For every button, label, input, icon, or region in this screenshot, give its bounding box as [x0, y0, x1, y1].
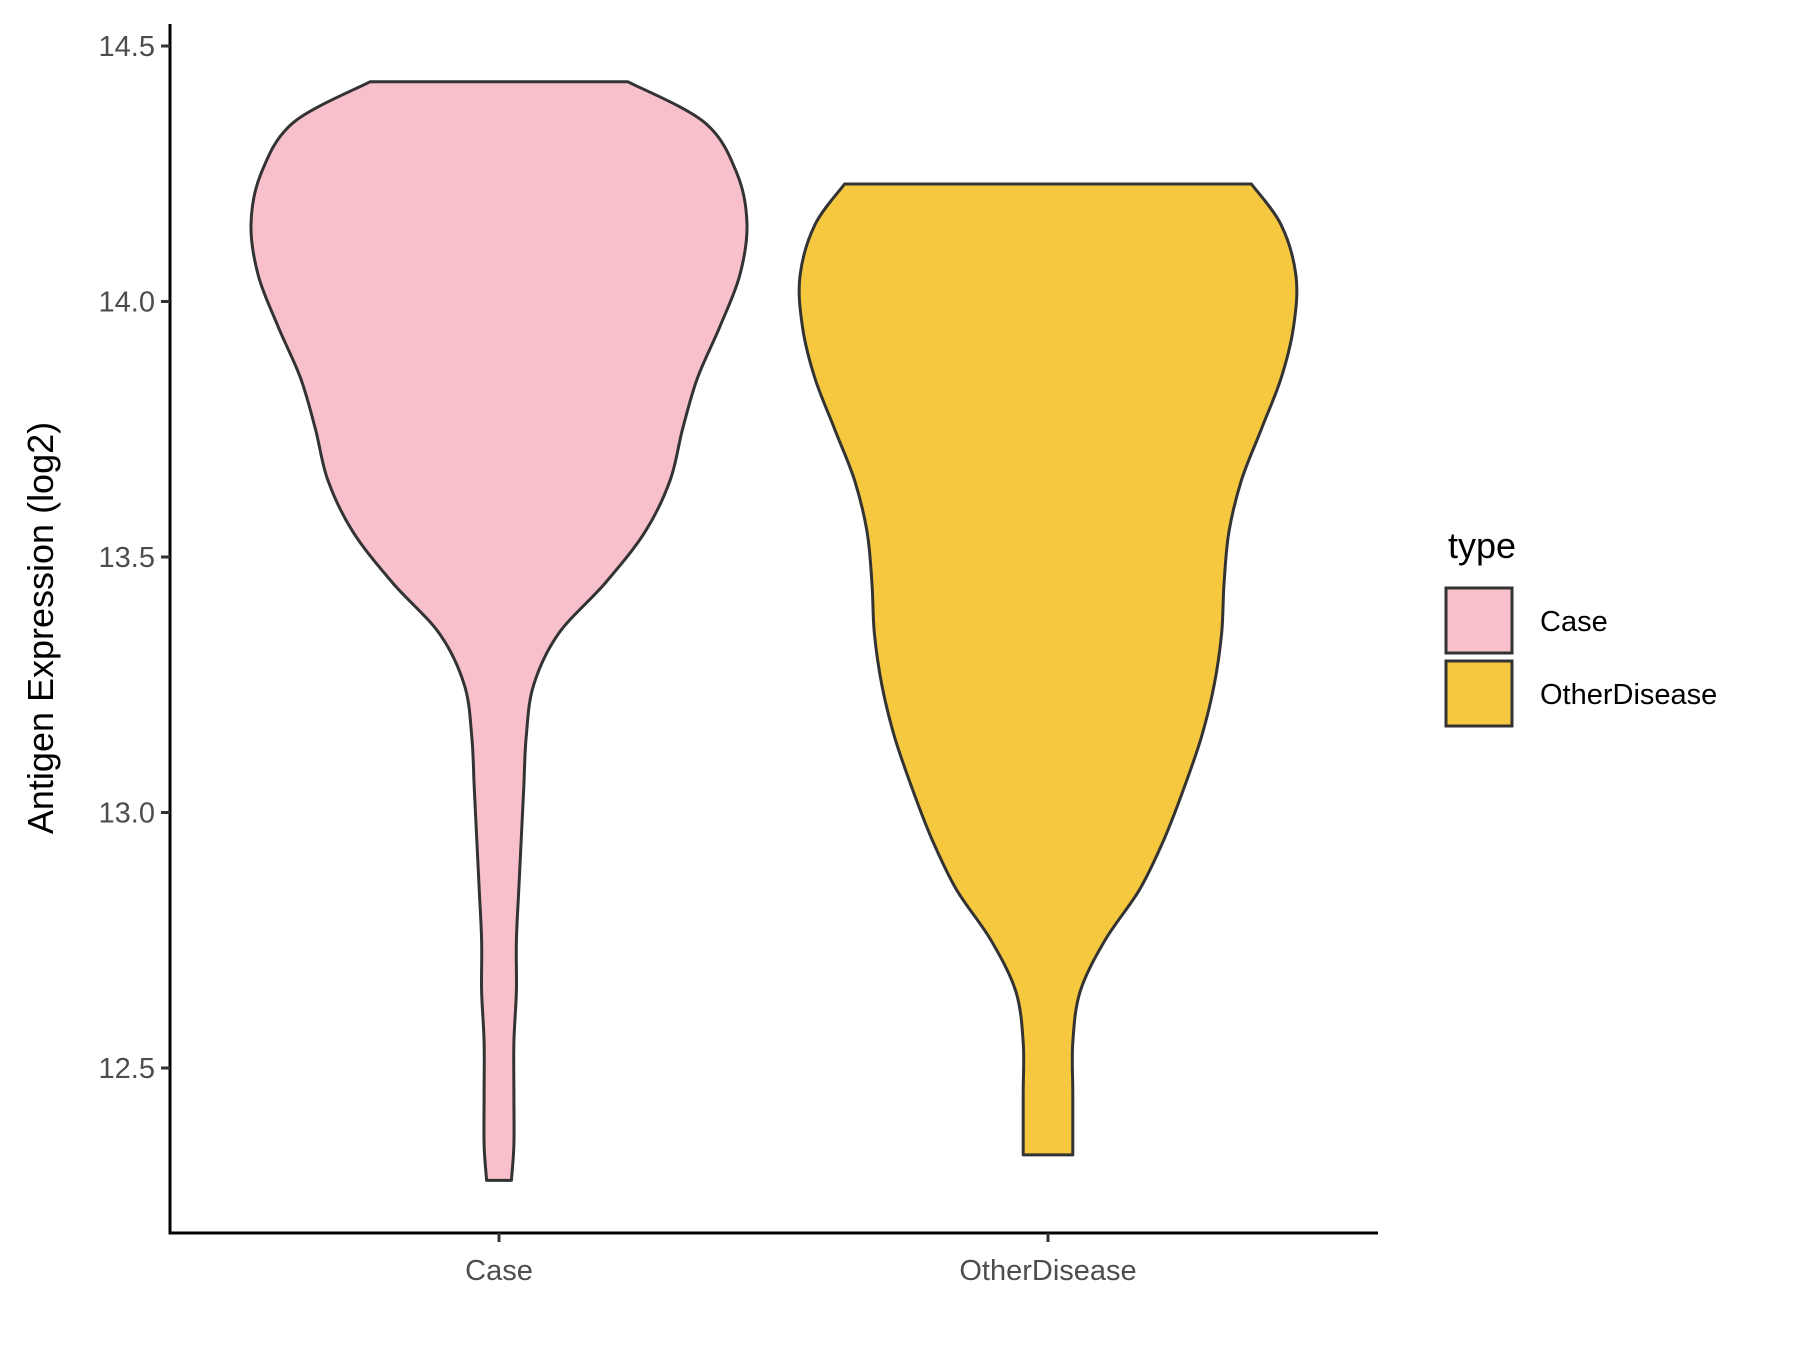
y-tick-label: 12.5: [99, 1053, 155, 1085]
y-tick-label: 13.0: [99, 798, 155, 830]
y-tick-label: 14.0: [99, 287, 155, 319]
violin-layer: [249, 80, 1299, 1182]
legend-key-otherdisease: [1444, 659, 1514, 728]
x-axis-ticks: Case OtherDisease: [465, 1233, 1137, 1287]
legend-title: type: [1448, 525, 1516, 566]
y-axis-ticks: 12.5 13.0 13.5 14.0 14.5: [99, 31, 170, 1085]
y-axis-title: Antigen Expression (log2): [20, 422, 61, 834]
x-tick-label: OtherDisease: [959, 1255, 1136, 1287]
violin-otherdisease: [797, 182, 1299, 1157]
x-tick-label: Case: [465, 1255, 533, 1287]
violin-case: [249, 80, 749, 1182]
legend-label: Case: [1540, 606, 1608, 638]
legend-key-case: [1444, 586, 1514, 655]
y-tick-label: 14.5: [99, 31, 155, 63]
legend-label: OtherDisease: [1540, 679, 1717, 711]
y-tick-label: 13.5: [99, 542, 155, 574]
legend: type Case OtherDisease: [1444, 525, 1717, 728]
